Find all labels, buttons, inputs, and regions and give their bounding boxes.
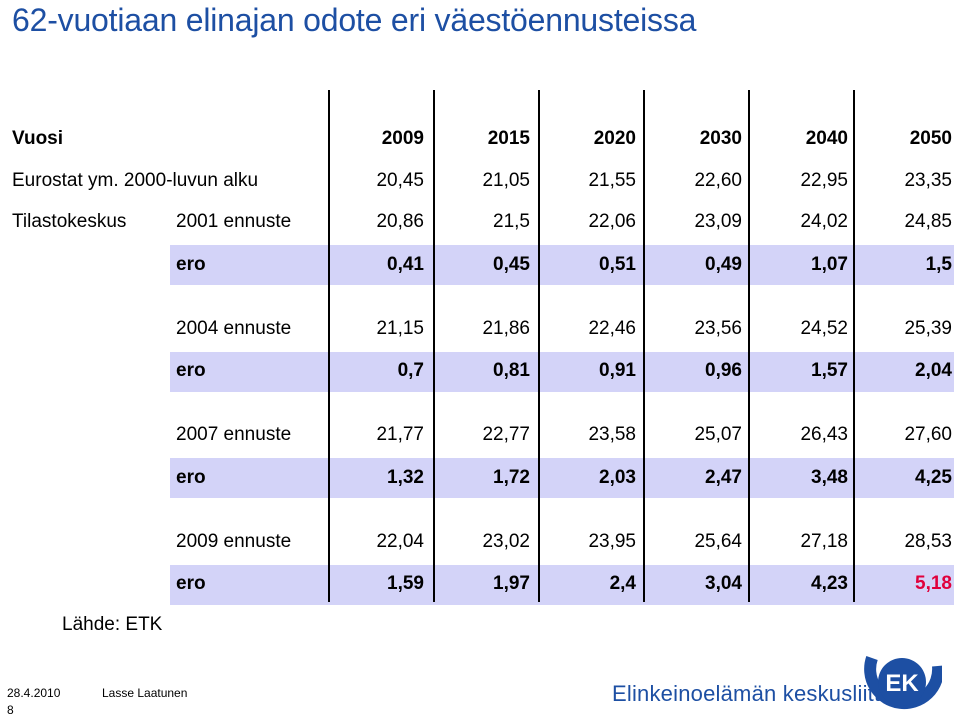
forecast-label: 2001 ennuste — [176, 211, 292, 232]
page-number: 8 — [7, 703, 14, 717]
diff-cell: 4,23 — [811, 573, 848, 594]
column-divider — [853, 90, 855, 602]
table-cell: 26,43 — [800, 424, 848, 445]
table-cell: 25,39 — [904, 318, 952, 339]
table-cell: 21,86 — [482, 318, 530, 339]
table-cell: 27,60 — [904, 424, 952, 445]
year-header: 2015 — [487, 128, 530, 149]
table-cell: 21,15 — [376, 318, 424, 339]
ek-logo-icon: EK — [864, 656, 942, 710]
table-cell: 24,02 — [800, 211, 848, 232]
table-cell: 23,09 — [694, 211, 742, 232]
year-header: 2030 — [699, 128, 742, 149]
table-cell: 20,86 — [376, 211, 424, 232]
diff-cell: 3,04 — [705, 573, 742, 594]
diff-cell: 0,49 — [705, 254, 742, 275]
diff-cell: 0,81 — [493, 360, 530, 381]
diff-label: ero — [176, 254, 206, 275]
table-cell: 21,5 — [493, 211, 530, 232]
organization-name: Elinkeinoelämän keskusliitto — [612, 681, 893, 706]
table-cell: 27,18 — [800, 531, 848, 552]
column-divider — [748, 90, 750, 602]
diff-cell: 3,48 — [811, 467, 848, 488]
diff-label: ero — [176, 467, 206, 488]
forecast-label: 2009 ennuste — [176, 531, 292, 552]
table-cell: 23,58 — [588, 424, 636, 445]
table-cell: 22,46 — [588, 318, 636, 339]
diff-cell: 5,18 — [915, 573, 952, 594]
diff-cell: 0,91 — [599, 360, 636, 381]
diff-cell: 0,96 — [705, 360, 742, 381]
page-title: 62-vuotiaan elinajan odote eri väestöenn… — [12, 2, 697, 38]
diff-cell: 0,41 — [387, 254, 424, 275]
ero-row-band — [170, 352, 954, 392]
diff-cell: 1,07 — [811, 254, 848, 275]
column-divider — [433, 90, 435, 602]
table-cell: 23,95 — [588, 531, 636, 552]
svg-text:EK: EK — [885, 670, 919, 697]
table-cell: 28,53 — [904, 531, 952, 552]
diff-cell: 4,25 — [915, 467, 952, 488]
diff-cell: 1,57 — [811, 360, 848, 381]
life-expectancy-table: Vuosi 2009 2015 2020 2030 2040 2050 Eurostat ym… — [12, 90, 954, 605]
table-cell: 21,77 — [376, 424, 424, 445]
diff-cell: 1,5 — [925, 254, 952, 275]
column-divider — [643, 90, 645, 602]
diff-label: ero — [176, 573, 206, 594]
ero-row-band — [170, 245, 954, 285]
ero-row-band — [170, 565, 954, 605]
diff-cell: 2,4 — [609, 573, 636, 594]
year-header: 2040 — [805, 128, 848, 149]
source-note: Lähde: ETK — [62, 614, 163, 635]
year-header: 2050 — [909, 128, 952, 149]
diff-cell: 2,04 — [915, 360, 952, 381]
table-cell: 23,35 — [904, 170, 952, 191]
forecast-label: 2007 ennuste — [176, 424, 292, 445]
table-cell: 22,60 — [694, 170, 742, 191]
table-cell: 22,77 — [482, 424, 530, 445]
row-label: Eurostat ym. 2000-luvun alku — [12, 170, 259, 191]
diff-cell: 1,32 — [387, 467, 424, 488]
diff-cell: 0,51 — [599, 254, 636, 275]
diff-cell: 2,03 — [599, 467, 636, 488]
column-divider — [538, 90, 540, 602]
year-header: 2020 — [593, 128, 636, 149]
ero-row-band — [170, 458, 954, 498]
table-cell: 23,02 — [482, 531, 530, 552]
diff-cell: 0,7 — [397, 360, 424, 381]
table-cell: 21,05 — [482, 170, 530, 191]
table-cell: 22,95 — [800, 170, 848, 191]
table-cell: 25,07 — [694, 424, 742, 445]
diff-cell: 2,47 — [705, 467, 742, 488]
diff-cell: 1,59 — [387, 573, 424, 594]
header-label: Vuosi — [12, 128, 64, 149]
footer-date: 28.4.2010 — [7, 686, 61, 700]
table-cell: 22,04 — [376, 531, 424, 552]
table-cell: 23,56 — [694, 318, 742, 339]
column-divider — [328, 90, 330, 602]
table-cell: 24,85 — [904, 211, 952, 232]
table-cell: 25,64 — [694, 531, 742, 552]
diff-label: ero — [176, 360, 206, 381]
table-cell: 21,55 — [588, 170, 636, 191]
diff-cell: 1,97 — [493, 573, 530, 594]
row-group-label: Tilastokeskus — [12, 211, 127, 232]
diff-cell: 0,45 — [493, 254, 530, 275]
footer-author: Lasse Laatunen — [102, 686, 188, 700]
year-header: 2009 — [381, 128, 424, 149]
diff-cell: 1,72 — [493, 467, 530, 488]
forecast-label: 2004 ennuste — [176, 318, 292, 339]
table-cell: 22,06 — [588, 211, 636, 232]
table-cell: 20,45 — [376, 170, 424, 191]
table-cell: 24,52 — [800, 318, 848, 339]
